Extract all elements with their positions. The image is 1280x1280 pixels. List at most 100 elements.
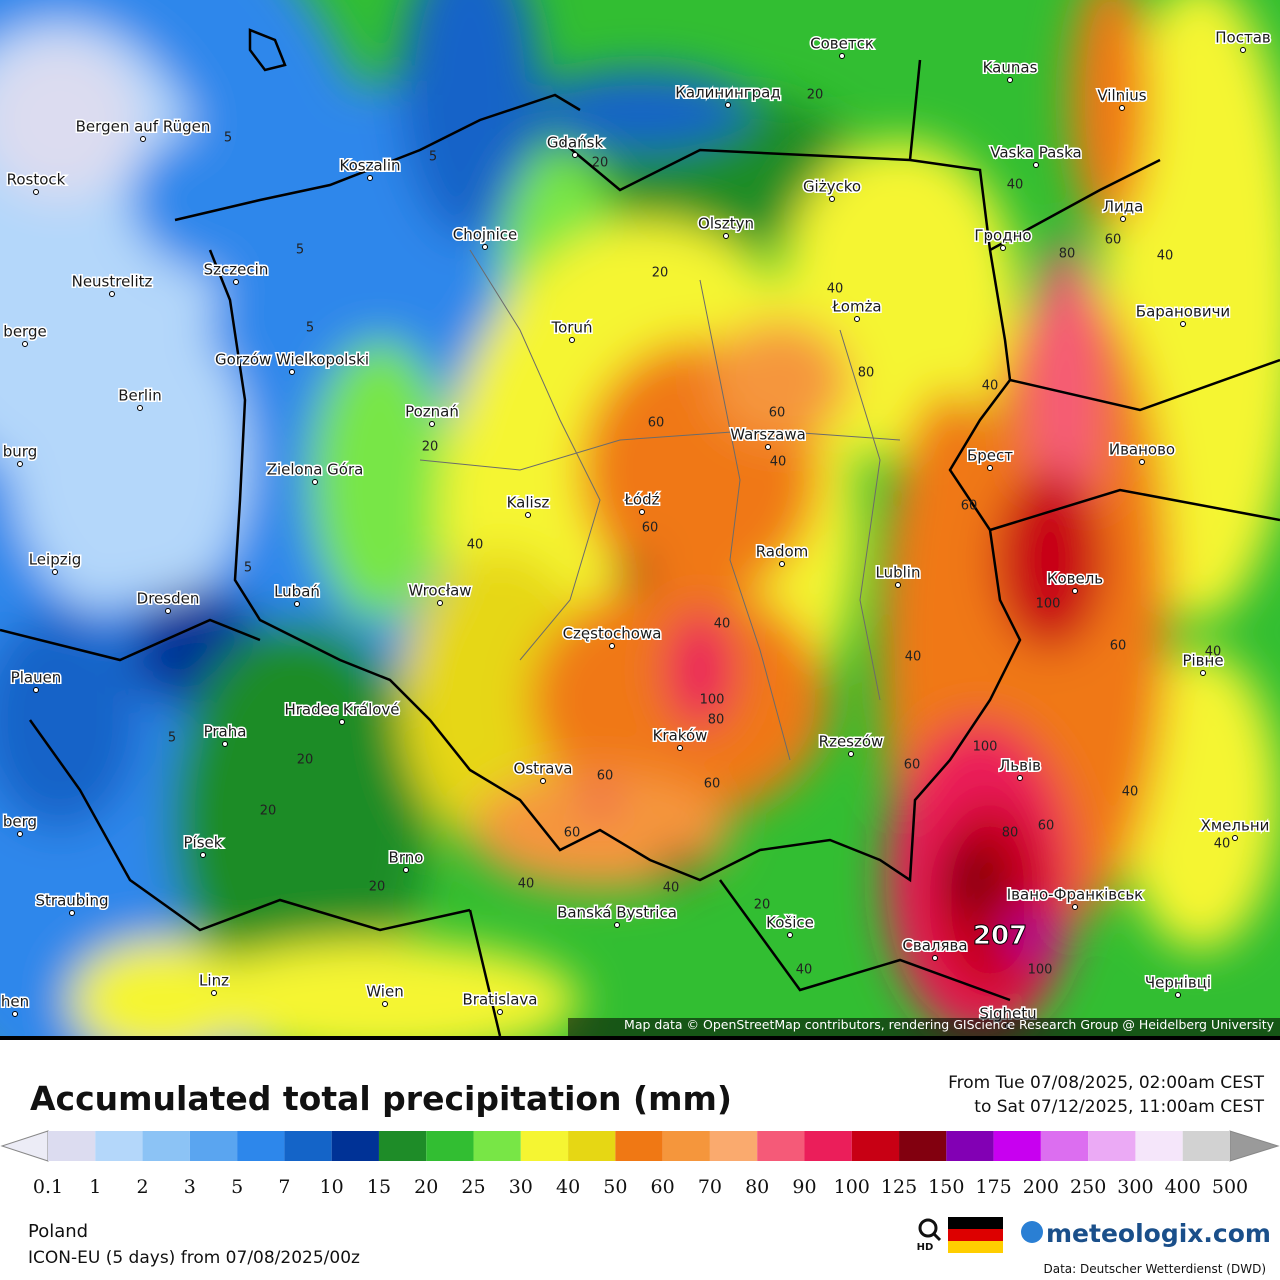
city-label: Radom — [756, 543, 809, 561]
scale-tick-label: 40 — [556, 1176, 580, 1198]
precip-area — [995, 470, 1105, 650]
city-dot — [765, 444, 771, 450]
city-dot — [33, 687, 39, 693]
city-dot — [17, 831, 23, 837]
city-dot — [382, 1001, 388, 1007]
scale-tick-label: 1 — [89, 1176, 101, 1198]
city-dot — [829, 196, 835, 202]
hd-icon[interactable]: HD — [917, 1218, 942, 1253]
city-dot — [1033, 162, 1039, 168]
city-label: Plauen — [11, 669, 62, 687]
scale-bin — [142, 1131, 190, 1161]
city-label: berg — [3, 813, 37, 831]
map: Советск Kaunas Калининград Vilnius Постав Ber… — [0, 0, 1280, 1036]
scale-bin — [520, 1131, 569, 1161]
period-to: to Sat 07/12/2025, 11:00am CEST — [974, 1097, 1264, 1117]
brand[interactable]: meteologix.com — [1046, 1219, 1271, 1248]
contour-label: 20 — [652, 266, 669, 281]
contour-label: 5 — [224, 131, 232, 146]
city-label: Wrocław — [408, 582, 471, 600]
scale-tick-label: 200 — [1023, 1176, 1059, 1198]
scale-bin — [95, 1131, 143, 1161]
city-dot — [52, 569, 58, 575]
precipitation-field — [0, 0, 1280, 1036]
precip-area — [658, 853, 702, 877]
city-label: Брест — [967, 447, 1013, 465]
city-label: Praha — [204, 723, 247, 741]
magnifier[interactable] — [918, 1218, 938, 1238]
scale-bin — [426, 1131, 474, 1161]
city-dot — [854, 316, 860, 322]
city-label: Zielona Góra — [267, 461, 364, 479]
city-dot — [1240, 47, 1246, 53]
contour-label: 60 — [704, 777, 721, 792]
region-borders — [419, 249, 901, 761]
city-dot — [200, 852, 206, 858]
city-dot — [848, 751, 854, 757]
contour-label: 60 — [1110, 639, 1127, 654]
precip-area — [1070, 0, 1150, 230]
precip-area — [0, 610, 140, 830]
scale-tick-label: 250 — [1070, 1176, 1106, 1198]
magnifier-handle[interactable] — [932, 1232, 942, 1242]
city-label: Linz — [199, 972, 229, 990]
city-dot — [572, 152, 578, 158]
city-dot — [137, 405, 143, 411]
scale-tick-label: 5 — [231, 1176, 243, 1198]
hd-label[interactable]: HD — [917, 1242, 934, 1253]
contour-label: 40 — [982, 379, 999, 394]
scale-tick-label: 2 — [137, 1176, 149, 1198]
contour-label: 60 — [642, 521, 659, 536]
scale-over-arrow — [1229, 1130, 1280, 1162]
city-dot — [677, 745, 683, 751]
scale-tick-label: 80 — [745, 1176, 769, 1198]
city-dot — [1007, 77, 1013, 83]
contour-label: 40 — [905, 650, 922, 665]
color-scale: 0.1 1 2 3 5 7 10 15 20 25 30 40 50 60 70 80 90 100 125 150 1… — [0, 1130, 1280, 1198]
city-label: Ostrava — [514, 760, 573, 778]
city-dot — [69, 910, 75, 916]
contour-label: 20 — [260, 804, 277, 819]
period-from: From Tue 07/08/2025, 02:00am CEST — [948, 1073, 1265, 1093]
city-dot — [1139, 459, 1145, 465]
scale-bin — [284, 1131, 332, 1161]
scale-tick-label: 0.1 — [33, 1176, 63, 1198]
city-label: Brno — [389, 849, 424, 867]
city-label: Свалява — [902, 937, 967, 955]
city-dot — [895, 582, 901, 588]
city-label: Барановичи — [1136, 303, 1230, 321]
scale-bin — [709, 1131, 758, 1161]
scale-tick-label: 20 — [414, 1176, 438, 1198]
city-dot — [1119, 105, 1125, 111]
city-dot — [1180, 321, 1186, 327]
contour-label: 5 — [244, 561, 252, 576]
city-dot — [723, 233, 729, 239]
city-label: Giżycko — [803, 178, 861, 196]
city-label: Рівне — [1182, 652, 1223, 670]
city-dot — [1017, 775, 1023, 781]
scale-bin — [851, 1131, 900, 1161]
scale-bin — [568, 1131, 616, 1161]
scale-bin — [378, 1131, 427, 1161]
city-dot — [403, 867, 409, 873]
city-label: Івано-Франківськ — [1007, 886, 1144, 904]
precip-area — [180, 940, 580, 1036]
contour-label: 5 — [168, 731, 176, 746]
city-dot — [1200, 670, 1206, 676]
contour-label: 100 — [973, 740, 998, 755]
contour-label: 5 — [296, 243, 304, 258]
precip-area — [665, 610, 735, 730]
city-dot — [109, 291, 115, 297]
scale-bin — [473, 1131, 521, 1161]
scale-tick-label: 175 — [975, 1176, 1011, 1198]
city-label: Vilnius — [1097, 87, 1146, 105]
contour-label: 40 — [467, 538, 484, 553]
map-labels: Советск Kaunas Калининград Vilnius Постав Ber… — [0, 27, 1272, 1029]
contour-label: 60 — [769, 406, 786, 421]
city-dot — [140, 136, 146, 142]
city-label: Lubań — [274, 583, 320, 601]
city-label: Banská Bystrica — [557, 904, 677, 922]
city-dot — [1232, 835, 1238, 841]
city-dot — [165, 608, 171, 614]
contour-label: 100 — [1028, 963, 1053, 978]
